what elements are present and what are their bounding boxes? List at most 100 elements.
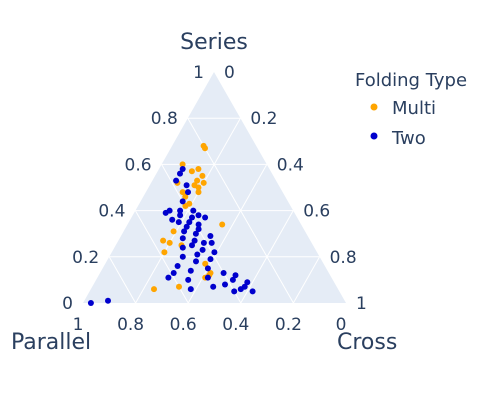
legend-marker-multi [370,103,378,111]
tick-label-series: 0 [62,294,73,314]
point-two[interactable] [185,276,192,283]
point-two[interactable] [202,214,209,221]
point-two[interactable] [191,237,198,244]
tick-label-series: 0.8 [151,109,178,129]
point-two[interactable] [195,226,202,233]
point-two[interactable] [190,207,197,214]
point-two[interactable] [193,258,199,265]
grid-line-parallel [108,256,137,304]
point-two[interactable] [173,177,180,184]
point-two[interactable] [179,244,186,251]
point-multi[interactable] [195,184,202,191]
tick-label-series: 0.2 [72,248,99,268]
point-multi[interactable] [182,203,189,209]
point-two[interactable] [165,274,172,281]
point-two[interactable] [177,207,184,214]
point-two[interactable] [195,212,202,219]
tick-label-cross: 0.6 [303,202,330,222]
point-two[interactable] [179,198,186,205]
point-two[interactable] [181,228,188,235]
point-two[interactable] [200,239,207,246]
point-two[interactable] [207,233,214,239]
legend-item-multi[interactable]: Multi [370,98,437,119]
point-two[interactable] [207,256,214,263]
point-multi[interactable] [182,193,189,200]
tick-label-parallel: 0.4 [222,315,249,335]
point-two[interactable] [204,265,211,272]
point-two[interactable] [249,288,256,295]
point-two[interactable] [174,263,181,269]
tick-label-series: 0.4 [98,202,125,222]
point-two[interactable] [87,300,94,306]
point-two[interactable] [183,223,190,230]
point-multi[interactable] [188,168,195,175]
point-multi[interactable] [161,249,168,256]
axis-title-series: Series [180,30,248,55]
point-two[interactable] [211,249,218,256]
legend-item-two[interactable]: Two [370,128,426,149]
point-two[interactable] [162,209,169,216]
point-multi[interactable] [202,260,209,267]
point-two[interactable] [185,189,191,196]
point-two[interactable] [195,221,202,228]
tick-label-cross: 0.2 [250,109,277,129]
tick-label-cross: 0.4 [277,155,304,175]
point-two[interactable] [231,288,238,295]
axis-title-parallel: Parallel [11,330,91,355]
point-two[interactable] [179,166,186,172]
point-two[interactable] [208,239,215,246]
legend-label-two: Two [391,128,426,149]
point-multi[interactable] [176,283,182,290]
point-multi[interactable] [200,179,207,186]
point-two[interactable] [177,212,184,219]
legend: Folding Type Multi Two [355,70,467,149]
point-multi[interactable] [199,172,206,179]
point-two[interactable] [192,230,199,237]
tick-label-series: 0.6 [125,155,152,175]
point-two[interactable] [199,246,206,253]
grid-line-parallel [161,164,242,304]
point-multi[interactable] [194,177,201,184]
point-two[interactable] [179,253,186,260]
point-two[interactable] [222,281,228,288]
point-two[interactable] [194,251,201,258]
point-multi[interactable] [179,189,186,196]
point-multi[interactable] [166,239,173,246]
point-multi[interactable] [170,228,177,235]
tick-label-series: 1 [193,63,204,83]
point-two[interactable] [186,219,193,226]
grid-line-cross [292,256,321,304]
point-two[interactable] [187,286,194,293]
point-two[interactable] [244,279,251,286]
point-two[interactable] [187,267,194,274]
point-multi[interactable] [195,166,202,172]
point-two[interactable] [229,276,236,283]
point-multi[interactable] [151,286,157,293]
point-two[interactable] [189,214,195,221]
grid-line-cross [187,164,268,304]
ternary-plot-area [83,72,346,303]
point-multi[interactable] [160,237,167,244]
legend-title: Folding Type [355,70,467,91]
point-multi[interactable] [219,221,226,228]
point-two[interactable] [177,170,183,177]
point-two[interactable] [183,182,190,189]
point-two[interactable] [179,235,186,242]
point-multi[interactable] [179,161,186,168]
point-two[interactable] [210,283,217,290]
point-two[interactable] [169,216,176,223]
tick-label-parallel: 0.2 [275,315,302,335]
point-two[interactable] [237,286,244,293]
ternary-tick-labels: 00.20.40.60.81 00.20.40.60.8100.20.40.60.… [62,63,367,335]
point-two[interactable] [175,219,182,226]
point-multi[interactable] [195,189,202,196]
point-two[interactable] [220,270,227,276]
point-two[interactable] [204,274,211,281]
point-two[interactable] [170,270,177,276]
point-two[interactable] [232,272,239,279]
point-two[interactable] [105,297,111,304]
point-two[interactable] [189,242,195,249]
point-multi[interactable] [202,145,208,152]
